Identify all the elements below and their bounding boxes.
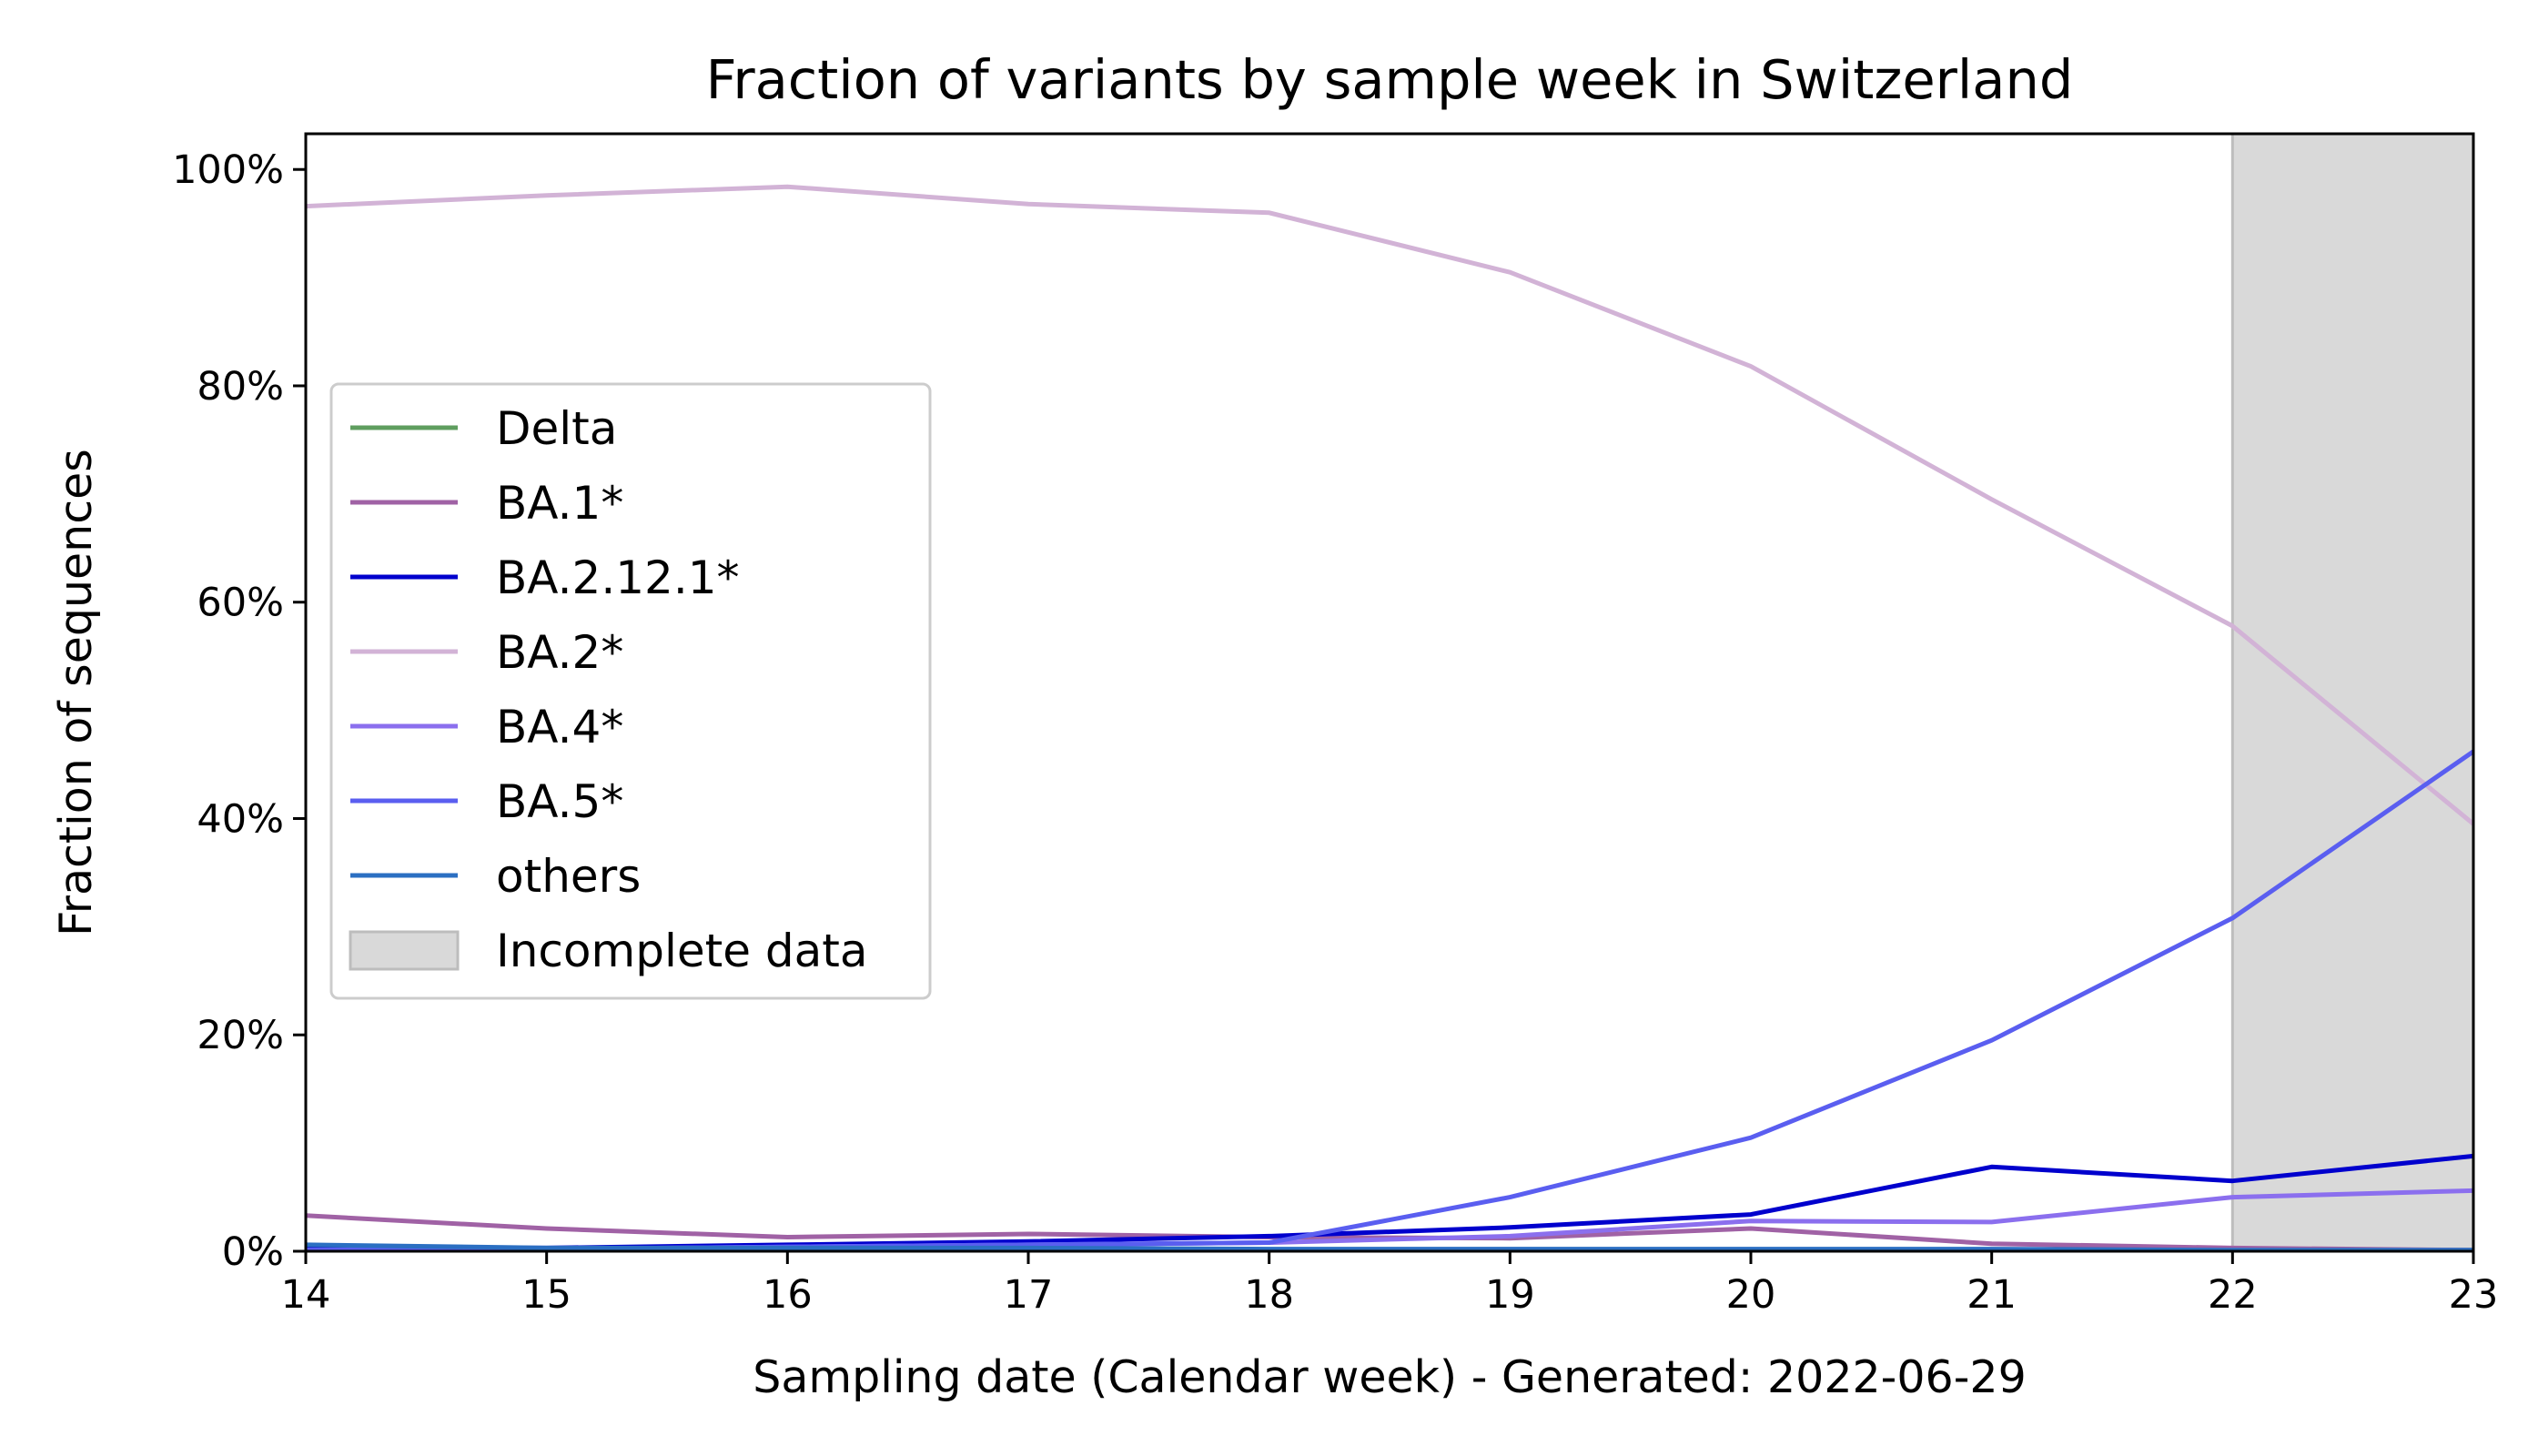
- plot-area: [304, 132, 2475, 1253]
- chart-title: Fraction of variants by sample week in S…: [706, 48, 2074, 111]
- legend: Delta BA.1* BA.2.12.1* BA.2* BA.4* BA.5* other…: [329, 382, 932, 1000]
- x-tick-label: 23: [2449, 1272, 2499, 1318]
- legend-label: Delta: [496, 402, 617, 455]
- y-axis-title: Fraction of sequences: [50, 449, 102, 936]
- legend-label: BA.2*: [496, 626, 623, 679]
- x-tick-label: 19: [1485, 1272, 1535, 1318]
- x-axis: 14 15 16 17 18 19 20 21 22 23: [281, 1251, 2499, 1318]
- legend-label: BA.4*: [496, 701, 623, 753]
- x-tick-label: 16: [763, 1272, 813, 1318]
- incomplete-data-region: [2230, 132, 2475, 1253]
- legend-label: BA.5*: [496, 775, 623, 828]
- y-tick-label: 20%: [197, 1013, 284, 1058]
- series-line-6: [305, 1242, 2473, 1253]
- plot-frame: [304, 132, 2475, 1253]
- legend-swatch: [349, 930, 460, 971]
- y-tick-label: 40%: [197, 796, 284, 842]
- y-tick-label: 80%: [197, 364, 284, 410]
- legend-label: Incomplete data: [496, 925, 868, 977]
- legend-label: BA.1*: [496, 477, 623, 530]
- series-line-2: [306, 1153, 2474, 1250]
- legend-frame: [329, 382, 932, 1000]
- y-axis: 0% 20% 40% 60% 80% 100%: [172, 147, 306, 1275]
- legend-label: BA.2.12.1*: [496, 551, 740, 604]
- x-tick-label: 15: [521, 1272, 571, 1318]
- series-line-3: [305, 184, 2475, 826]
- legend-label: others: [496, 850, 641, 903]
- x-axis-title: Sampling date (Calendar week) - Generate…: [753, 1351, 2027, 1403]
- y-tick-label: 60%: [197, 581, 284, 626]
- x-tick-label: 14: [281, 1272, 331, 1318]
- y-tick-label: 100%: [172, 147, 284, 193]
- x-tick-label: 22: [2208, 1272, 2258, 1318]
- x-tick-label: 20: [1726, 1272, 1776, 1318]
- x-tick-label: 17: [1004, 1272, 1054, 1318]
- x-tick-label: 21: [1967, 1272, 2017, 1318]
- x-tick-label: 18: [1244, 1272, 1294, 1318]
- y-tick-label: 0%: [222, 1229, 284, 1275]
